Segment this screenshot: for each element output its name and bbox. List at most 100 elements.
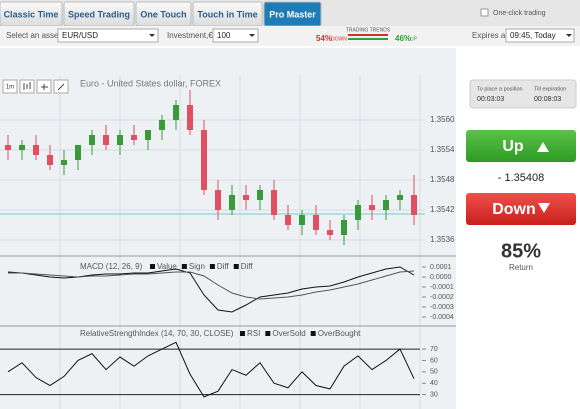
y-tick-label: 1.3542: [430, 205, 455, 214]
candle-body: [243, 195, 249, 200]
y-tick-label: -0.0003: [430, 304, 454, 311]
y-tick-label: -0.0001: [430, 284, 454, 291]
legend-swatch: [310, 331, 316, 336]
tab-label: Classic Time: [4, 9, 59, 19]
candle-body: [229, 195, 235, 210]
y-tick-label: 70: [430, 346, 438, 353]
trend-down: 54%: [316, 34, 332, 43]
tab-label: Touch in Time: [197, 9, 257, 19]
payout-label: Return: [509, 263, 533, 272]
candle-body: [397, 195, 403, 200]
exp-label: Till expiration: [534, 86, 566, 92]
asset-label: Select an asset: [6, 31, 61, 40]
y-tick-label: 1.3554: [430, 145, 455, 154]
candle-body: [117, 135, 123, 145]
legend-swatch: [181, 264, 187, 269]
candle-body: [131, 135, 137, 140]
timeframe-label: 1m: [6, 85, 14, 91]
candle-body: [145, 130, 151, 140]
candle-body: [5, 145, 11, 150]
down-button[interactable]: [466, 193, 576, 225]
candle-body: [313, 215, 319, 230]
trend-up-label: UP: [410, 36, 418, 42]
investment-label: Investment,€: [167, 31, 213, 40]
legend-swatch: [209, 264, 215, 269]
legend-swatch: [233, 264, 239, 269]
expires-value: 09:45, Today: [510, 31, 556, 40]
tab-label: Pro Master: [269, 9, 316, 19]
legend-swatch: [240, 331, 245, 336]
y-tick-label: 50: [430, 369, 438, 376]
asset-select[interactable]: [57, 28, 159, 43]
trend-bar-up: [348, 38, 388, 40]
y-tick-label: 1.3548: [430, 175, 455, 184]
checkbox[interactable]: [480, 8, 489, 17]
vertical-grid: [59, 75, 421, 409]
payout: 85%: [501, 240, 541, 262]
candle-body: [89, 135, 95, 145]
legend-label: RSI: [247, 329, 260, 338]
legend-label: Value: [157, 262, 177, 271]
legend-label: Diff: [217, 262, 230, 271]
dropdown-arrow: [149, 34, 155, 37]
candle-body: [271, 190, 277, 215]
y-tick-label: -0.0004: [430, 314, 454, 321]
dropdown-arrow: [566, 34, 572, 37]
candle-body: [187, 105, 193, 130]
candle-body: [411, 195, 417, 215]
trend-down-label: DOWN: [331, 36, 347, 42]
rsi-title: RelativeStrengthIndex (14, 70, 30, CLOSE…: [80, 329, 234, 338]
exp-value: 00:08:03: [534, 96, 561, 103]
expires-select[interactable]: [505, 28, 575, 43]
y-tick-label: -0.0002: [430, 294, 454, 301]
timer-box: [469, 79, 577, 109]
candle-body: [75, 145, 81, 160]
legend-label: OverBought: [318, 329, 361, 338]
y-tick-label: 60: [430, 357, 438, 364]
toolbar-icons: [23, 82, 65, 91]
tab-label: One Touch: [140, 9, 186, 19]
down-label: Down: [492, 201, 536, 218]
legend-swatch: [265, 331, 271, 336]
candle-body: [201, 130, 207, 190]
rsi-line: [7, 341, 415, 398]
y-tick-label: 30: [430, 391, 438, 398]
macd-title: MACD (12, 26, 9): [80, 262, 143, 271]
up-label: Up: [502, 138, 524, 155]
candle-body: [383, 200, 389, 210]
timeframe-button[interactable]: [2, 79, 18, 94]
candle-body: [257, 190, 263, 200]
candle-body: [47, 155, 53, 165]
asset-value: EUR/USD: [62, 31, 98, 40]
y-tick-label: 0.0001: [430, 264, 452, 271]
candle-body: [285, 215, 291, 225]
one-click-label: One-click trading: [493, 10, 546, 17]
candle-body: [327, 230, 333, 235]
legend-label: Sign: [189, 262, 205, 271]
candle-body: [355, 205, 361, 220]
trend-bar-down: [348, 34, 388, 36]
down-arrow: [538, 203, 550, 213]
y-tick-label: 0.0000: [430, 274, 452, 281]
place-value: 00:03:03: [477, 96, 504, 103]
candle-body: [173, 105, 179, 120]
signal-line: [8, 270, 415, 300]
candle-body: [159, 120, 165, 130]
place-label: To place a position: [477, 86, 523, 92]
candle-body: [103, 135, 109, 145]
investment-value: 100: [217, 31, 231, 40]
legend-label: Diff: [241, 262, 254, 271]
legend-label: OverSold: [272, 329, 305, 338]
up-button[interactable]: [466, 130, 576, 162]
up-arrow: [537, 142, 549, 152]
y-tick-label: 1.3536: [430, 235, 455, 244]
candle-body: [215, 190, 221, 210]
candle-body: [341, 220, 347, 235]
dropdown-arrow: [249, 34, 255, 37]
candle-body: [61, 160, 67, 165]
candle-body: [19, 145, 25, 150]
investment-select[interactable]: [212, 28, 259, 43]
legend-swatch: [150, 264, 155, 269]
y-tick-label: 1.3560: [430, 115, 455, 124]
